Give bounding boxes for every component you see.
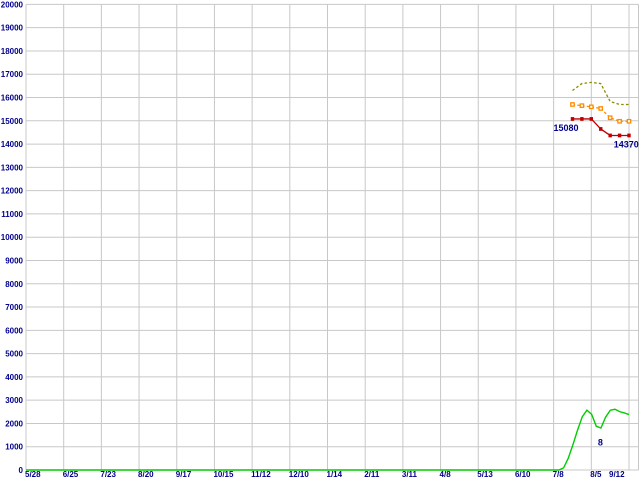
svg-text:8/20: 8/20 xyxy=(138,470,154,479)
svg-text:10000: 10000 xyxy=(1,233,24,242)
svg-text:15000: 15000 xyxy=(1,117,24,126)
svg-text:4000: 4000 xyxy=(5,373,23,382)
svg-text:7/8: 7/8 xyxy=(553,470,565,479)
svg-text:11000: 11000 xyxy=(1,210,23,219)
svg-text:17000: 17000 xyxy=(1,70,24,79)
svg-text:9/12: 9/12 xyxy=(609,470,625,479)
svg-text:6/10: 6/10 xyxy=(515,470,531,479)
svg-text:8: 8 xyxy=(598,437,603,447)
svg-text:19000: 19000 xyxy=(1,24,24,33)
svg-text:14000: 14000 xyxy=(1,140,24,149)
svg-text:14370: 14370 xyxy=(614,139,639,149)
svg-text:6/25: 6/25 xyxy=(63,470,79,479)
svg-text:8000: 8000 xyxy=(5,280,23,289)
svg-text:3000: 3000 xyxy=(5,396,23,405)
svg-text:6000: 6000 xyxy=(5,326,23,335)
svg-text:5000: 5000 xyxy=(5,350,23,359)
svg-text:4/8: 4/8 xyxy=(440,470,452,479)
svg-text:3/11: 3/11 xyxy=(402,470,418,479)
svg-text:15080: 15080 xyxy=(553,123,578,133)
svg-text:2/11: 2/11 xyxy=(364,470,380,479)
svg-text:12000: 12000 xyxy=(1,187,24,196)
svg-text:10/15: 10/15 xyxy=(213,470,234,479)
svg-text:9/17: 9/17 xyxy=(176,470,192,479)
svg-text:16000: 16000 xyxy=(1,94,24,103)
svg-text:0: 0 xyxy=(19,466,24,475)
svg-text:5/13: 5/13 xyxy=(477,470,493,479)
svg-text:11/12: 11/12 xyxy=(251,470,271,479)
svg-text:12/10: 12/10 xyxy=(289,470,310,479)
svg-text:1/14: 1/14 xyxy=(327,470,343,479)
svg-text:2000: 2000 xyxy=(5,419,23,428)
svg-text:5/28: 5/28 xyxy=(25,470,41,479)
svg-text:9000: 9000 xyxy=(5,256,23,265)
svg-text:7/23: 7/23 xyxy=(100,470,116,479)
svg-text:18000: 18000 xyxy=(1,47,24,56)
svg-text:8/5: 8/5 xyxy=(590,470,602,479)
svg-text:1000: 1000 xyxy=(5,443,23,452)
svg-text:13000: 13000 xyxy=(1,163,24,172)
svg-text:20000: 20000 xyxy=(1,0,24,9)
svg-text:7000: 7000 xyxy=(5,303,23,312)
